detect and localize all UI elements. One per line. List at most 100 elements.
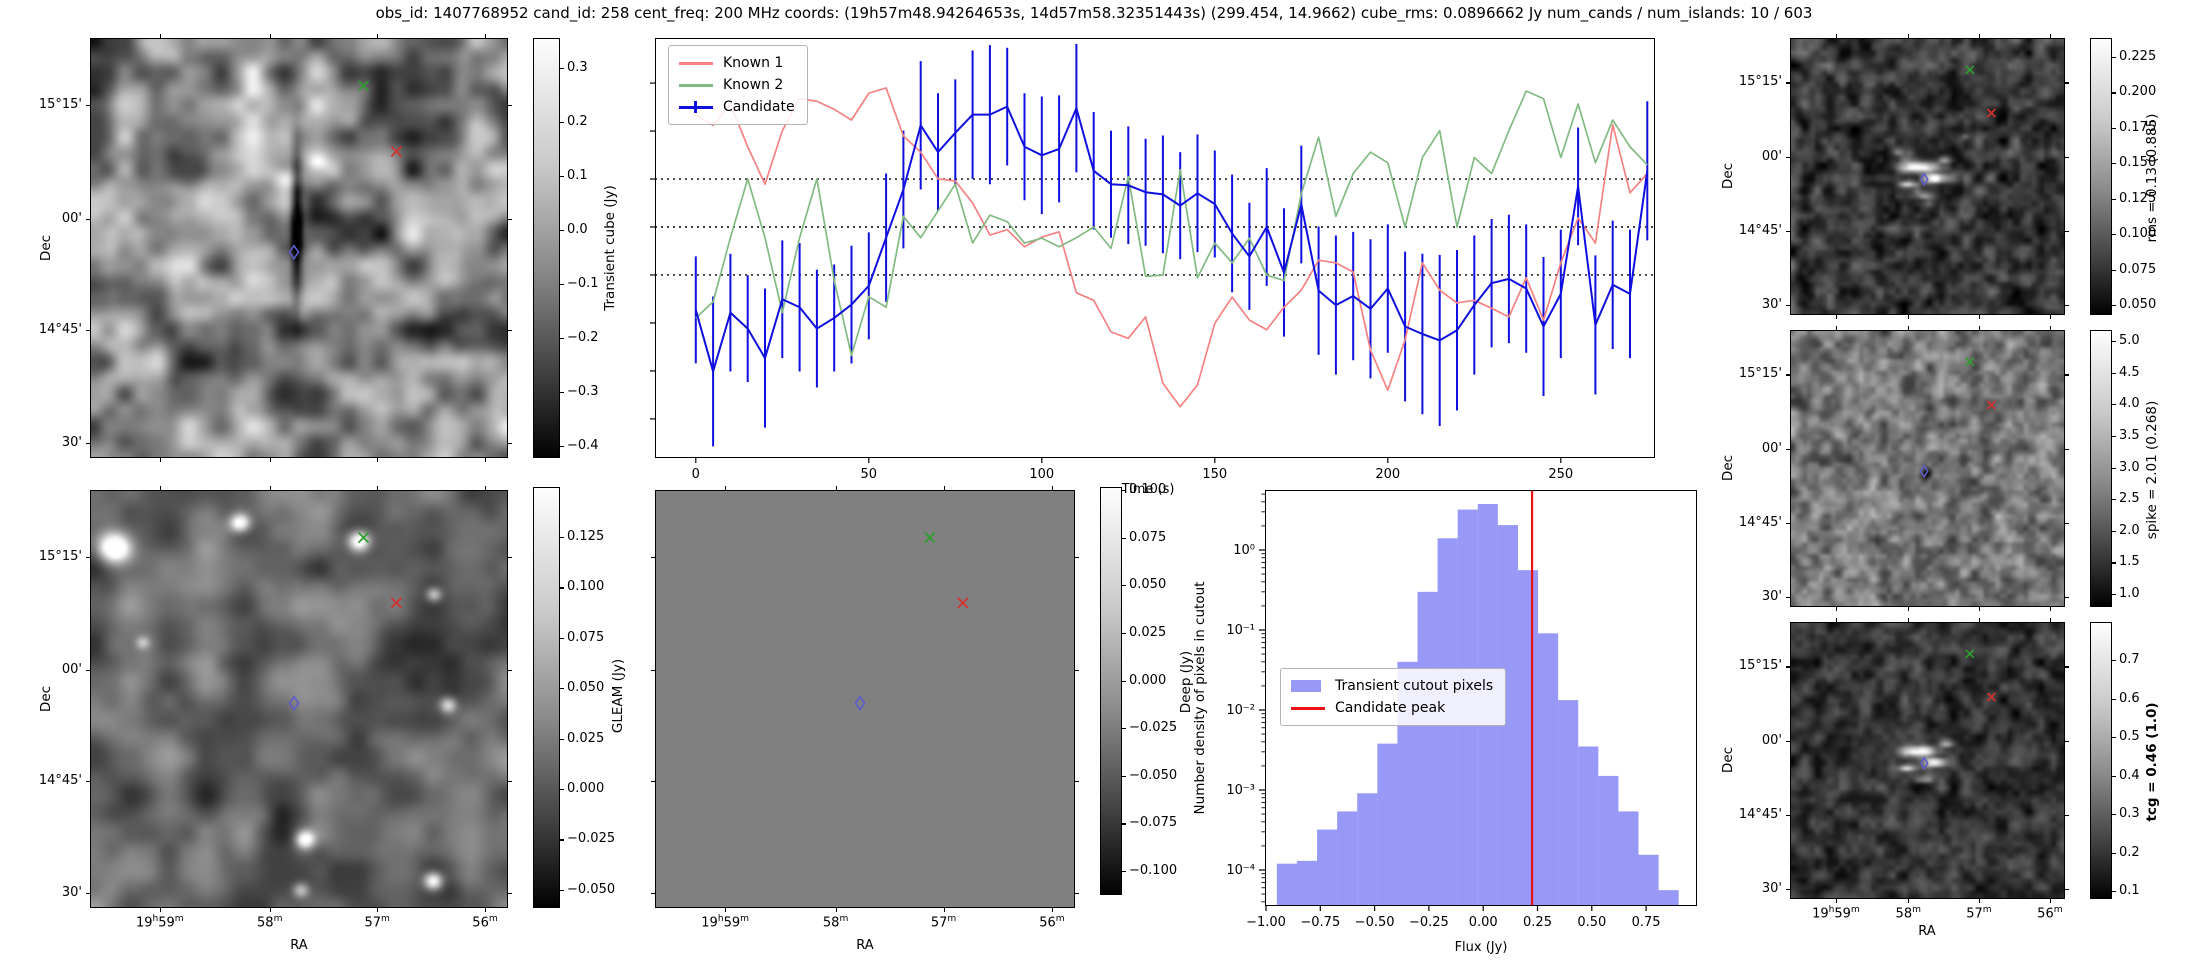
dec-tickmark [1786, 305, 1790, 307]
deep-pixels [656, 491, 1074, 907]
ra-tickmark [485, 486, 487, 490]
known-source-1-marker-x [957, 597, 969, 609]
spike-cb-tickmark [2112, 435, 2116, 438]
ra-tickmark [2049, 326, 2052, 330]
rms-cb-tickmark [2112, 269, 2116, 271]
transient-cb-tickmark [560, 284, 564, 286]
deep-cb-tickmark [1122, 823, 1126, 825]
legend-entry-candidate: Candidate [679, 96, 795, 118]
gleam-cb-tick-label: 0.100 [567, 579, 605, 595]
rms-cb-tickmark [2112, 234, 2116, 236]
known-source-1-marker-x [1986, 400, 1996, 410]
ra-tick-label: 57m [364, 914, 390, 931]
known-1-line-sample [679, 56, 713, 70]
deep-colorbar [1100, 487, 1122, 895]
lightcurve-frame [655, 38, 1655, 458]
hist-x-tick-label: 0.25 [1523, 915, 1552, 930]
dec-tickmark [651, 556, 655, 559]
spike-colorbar [2090, 330, 2112, 607]
dec-tickmark [2065, 889, 2069, 891]
histogram-bar [1658, 890, 1679, 906]
candidate-marker-diamond [1919, 464, 1929, 479]
hist-y-tick-label: 10⁻³ [1226, 783, 1255, 798]
dec-tickmark [1786, 374, 1790, 376]
gleam-pixels [91, 491, 507, 907]
deep-cb-tickmark [1122, 537, 1126, 539]
deep-cb-tick-label: 0.050 [1129, 577, 1167, 593]
transient-cb-tick-label: 0.2 [567, 114, 588, 129]
deep-cb-tickmark [1122, 585, 1126, 587]
dec-tickmark [2065, 597, 2069, 599]
rms-cb-tick-label: 0.050 [2119, 296, 2157, 312]
ra-tickmark [2049, 899, 2052, 903]
dec-tickmark [2065, 157, 2069, 159]
ra-tick-label: 19h59m [135, 914, 184, 931]
histogram-bar [1618, 811, 1639, 906]
spike-cb-tickmark [2112, 404, 2116, 406]
ra-tickmark [485, 908, 487, 912]
legend-entry-cutout-pixels: Transient cutout pixels [1291, 675, 1493, 697]
ra-tick-label: 58m [822, 914, 849, 931]
ra-tickmark [1835, 315, 1838, 319]
candidate-peak-line-sample [1291, 701, 1325, 715]
dec-tickmark [1786, 157, 1790, 159]
known-2-line-sample [679, 78, 713, 92]
ra-tickmark [1978, 315, 1981, 319]
dec-tickmark [86, 218, 90, 220]
lc-series-known-1 [695, 87, 1648, 408]
dec-tick-label: 30' [1761, 589, 1782, 605]
dec-tickmark [86, 442, 90, 445]
ra-tickmark [835, 908, 837, 912]
hist-x-tick-label: −0.75 [1300, 915, 1340, 930]
hist-x-tick-label: −0.50 [1355, 915, 1395, 930]
lc-x-tick-label: 250 [1548, 467, 1573, 482]
hist-y-tick-label: 10⁰ [1233, 543, 1255, 558]
ra-tick-label: 56m [472, 914, 498, 931]
ra-tickmark [1908, 34, 1910, 38]
dec-tickmark [1075, 556, 1079, 559]
tcg-cb-tick-label: 0.5 [2119, 729, 2140, 744]
tcg-cb-tickmark [2112, 891, 2116, 893]
transient-cb-tick-label: 0.0 [567, 222, 588, 237]
cutout-pixels-patch-sample [1291, 679, 1325, 693]
lc-x-tick-label: 200 [1375, 467, 1400, 482]
ra-tickmark [1908, 618, 1910, 622]
histogram-bar [1578, 746, 1599, 906]
legend-entry-known-2: Known 2 [679, 74, 795, 96]
known-source-1-marker-x [390, 145, 402, 158]
deep-cb-tickmark [1122, 728, 1126, 730]
known-source-2-marker-x [1965, 357, 1975, 367]
tcg-cb-tick-label: 0.6 [2119, 690, 2140, 706]
ra-tickmark [1835, 326, 1838, 330]
candidate-marker-diamond [854, 695, 866, 712]
histogram-bar [1276, 863, 1297, 906]
hist-y-tick-label: 10⁻⁴ [1226, 863, 1255, 878]
ra-tickmark [1835, 607, 1838, 611]
known-source-1-marker-x [1986, 108, 1996, 118]
transient-colorbar-label: Transient cube (Jy) [602, 185, 618, 311]
dec-tickmark [2065, 449, 2069, 451]
transient-cb-tick-label: −0.1 [567, 276, 599, 291]
dec-tick-label: 00' [1761, 733, 1782, 749]
hist-x-tick-label: −1.00 [1246, 915, 1286, 930]
dec-tickmark [2065, 230, 2069, 232]
transient-cb-tick-label: −0.3 [567, 384, 599, 399]
ra-tickmark [485, 34, 487, 38]
dec-tickmark [86, 556, 90, 559]
deep-cb-tickmark [1122, 680, 1126, 682]
histogram-bar [1337, 811, 1358, 906]
transient-cb-tick-label: −0.4 [567, 438, 599, 453]
ra-tickmark [269, 458, 271, 462]
hist-y-tick-label: 10⁻² [1226, 703, 1255, 718]
ra-tickmark [1978, 899, 1981, 903]
legend-label-candidate: Candidate [723, 99, 795, 115]
deep-cb-tick-label: 0.100 [1129, 482, 1167, 497]
known-source-1-marker-x [1986, 692, 1996, 702]
ra-tickmark [1978, 34, 1981, 38]
gleam-cb-tickmark [560, 637, 564, 639]
transient-colorbar [533, 38, 560, 458]
rms-pixels [1791, 39, 2064, 314]
ra-tickmark [1908, 326, 1910, 330]
tcg-cb-tick-label: 0.2 [2119, 844, 2140, 860]
dec-tickmark [1786, 82, 1790, 84]
